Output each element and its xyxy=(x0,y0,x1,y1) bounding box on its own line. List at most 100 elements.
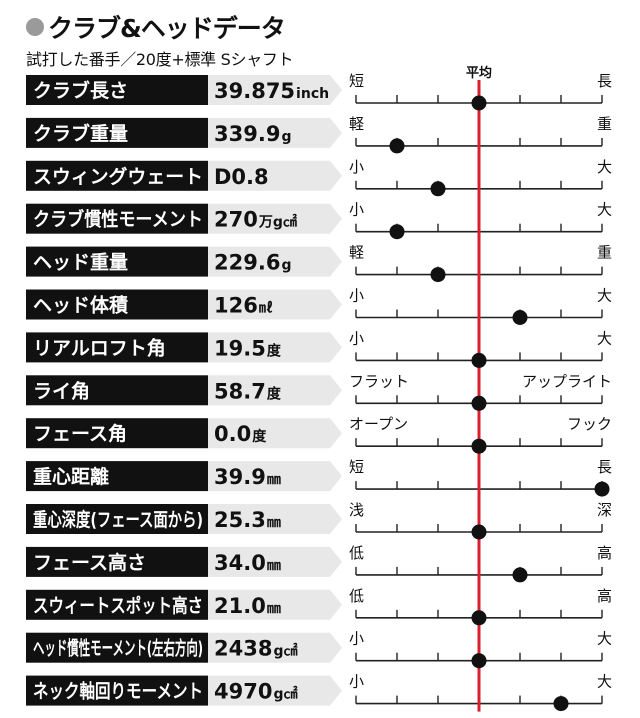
scale-right-label: 大 xyxy=(597,630,612,648)
row-label: スウィングウェート xyxy=(33,165,203,188)
scale-right-label: フック xyxy=(567,415,612,433)
row-value-box xyxy=(208,546,342,577)
row-label: フェース高さ xyxy=(33,551,146,574)
row-unit: g xyxy=(281,129,291,145)
row-value: 25.3 xyxy=(214,508,266,532)
row-unit: 万g㎠ xyxy=(258,214,297,231)
row-label: クラブ重量 xyxy=(33,122,128,145)
scale-right-label: 大 xyxy=(597,287,612,305)
scale-right-label: 重 xyxy=(597,115,612,133)
row-value: 339.9 xyxy=(214,122,280,146)
row-label-box xyxy=(26,632,208,663)
data-point xyxy=(512,310,528,325)
row-value: 126 xyxy=(214,294,258,318)
scale-left-label: 小 xyxy=(349,329,364,347)
data-point xyxy=(430,181,446,197)
row-label-box xyxy=(26,461,208,492)
data-point xyxy=(471,95,487,111)
scale-left-label: 軽 xyxy=(349,244,364,262)
row-value: 270 xyxy=(214,208,258,232)
scale-left-label: 小 xyxy=(349,158,364,176)
row-label-box xyxy=(26,75,208,105)
scale-left-label: 小 xyxy=(349,287,364,305)
data-point xyxy=(471,653,487,669)
row-value: 4970 xyxy=(214,680,272,704)
average-label: 平均 xyxy=(466,65,492,81)
data-point xyxy=(389,138,405,154)
scale-left-label: 小 xyxy=(349,630,364,648)
row-value: D0.8 xyxy=(214,165,269,189)
title-bullet-icon xyxy=(26,18,44,36)
row-label: クラブ慣性モーメント xyxy=(33,208,203,231)
row-label-box xyxy=(26,375,208,406)
data-point xyxy=(430,267,446,283)
chart-title: クラブ&ヘッドデータ xyxy=(48,14,286,43)
scale-left-label: 短 xyxy=(349,458,364,476)
row-value-box xyxy=(208,246,342,277)
row-label-box xyxy=(26,589,208,620)
row-label-box xyxy=(26,332,208,363)
title-row: クラブ&ヘッドデータ xyxy=(26,12,286,43)
row-label-box xyxy=(26,504,208,534)
row-label-box xyxy=(26,117,208,148)
row-label: ネック軸回りモーメント xyxy=(33,680,203,703)
row-value: 39.875 xyxy=(214,79,295,103)
scale-left-label: 小 xyxy=(349,201,364,219)
row-label: 重心距離 xyxy=(33,465,109,488)
scale-left-label: オープン xyxy=(349,415,408,433)
row-value: 39.9 xyxy=(214,465,266,489)
data-point xyxy=(471,438,487,454)
data-point xyxy=(471,395,487,411)
row-value-box xyxy=(208,203,342,234)
scale-right-label: アップライト xyxy=(522,372,612,390)
row-value-box xyxy=(208,418,342,449)
chart-subtitle: 試打した番手／20度+標準 Sシャフト xyxy=(26,50,294,69)
row-value: 19.5 xyxy=(214,336,266,360)
row-label: リアルロフト角 xyxy=(33,336,166,359)
row-value: 58.7 xyxy=(214,379,266,403)
scale-left-label: 低 xyxy=(349,544,364,562)
row-label: クラブ長さ xyxy=(33,79,128,102)
row-label: ヘッド慣性モーメント(左右方向) xyxy=(33,637,203,660)
row-label-box xyxy=(26,675,208,706)
scale-right-label: 深 xyxy=(597,501,612,519)
row-value-box xyxy=(208,117,342,148)
scale-left-label: 浅 xyxy=(349,501,364,519)
row-label-box xyxy=(26,203,208,234)
row-value: 21.0 xyxy=(214,594,266,618)
scale-left-label: 短 xyxy=(349,72,364,90)
row-value-box xyxy=(208,375,342,406)
row-label-box xyxy=(26,418,208,449)
row-unit: g xyxy=(281,258,291,274)
data-point xyxy=(512,567,528,583)
row-value-box xyxy=(208,160,342,191)
row-label: ライ角 xyxy=(33,379,90,402)
row-unit: g㎠ xyxy=(273,643,297,660)
data-point xyxy=(553,696,569,712)
header: クラブ&ヘッドデータ 試打した番手／20度+標準 Sシャフト xyxy=(26,8,626,72)
data-point xyxy=(594,481,610,497)
row-unit: ㎜ xyxy=(267,472,281,488)
scale-right-label: 大 xyxy=(597,673,612,691)
scale-right-label: 高 xyxy=(597,587,612,605)
row-label: ヘッド重量 xyxy=(33,252,128,274)
scale-right-label: 重 xyxy=(597,244,612,262)
data-point xyxy=(471,610,487,626)
row-value-box xyxy=(208,632,342,663)
row-value: 34.0 xyxy=(214,551,266,575)
row-unit: 度 xyxy=(252,428,267,445)
scale-left-label: 軽 xyxy=(349,115,364,133)
row-label: スウィートスポット高さ xyxy=(33,594,203,617)
row-unit: ㎖ xyxy=(259,301,273,317)
row-value-box xyxy=(208,675,342,706)
row-unit: ㎜ xyxy=(267,558,281,574)
row-unit: 度 xyxy=(267,385,282,402)
scale-right-label: 長 xyxy=(597,72,612,90)
row-value: 229.6 xyxy=(214,251,280,275)
row-value: 0.0 xyxy=(214,422,251,446)
row-value-box xyxy=(208,75,342,105)
row-value-box xyxy=(208,332,342,363)
scale-left-label: 小 xyxy=(349,673,364,691)
scale-right-label: 大 xyxy=(597,158,612,176)
